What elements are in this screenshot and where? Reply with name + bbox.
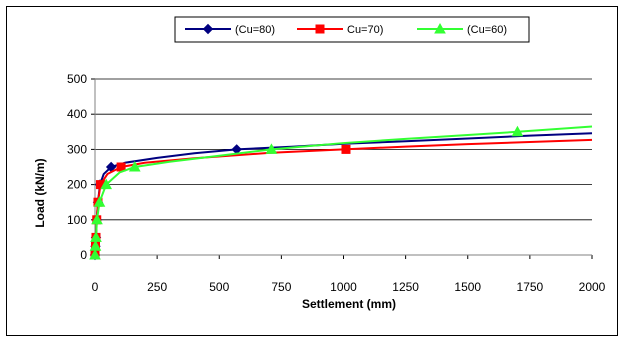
legend-label: (Cu=60) [467,24,507,36]
data-point [91,213,103,225]
data-point [341,144,351,154]
legend-label: Cu=70) [347,24,383,36]
legend-marker [434,22,446,34]
x-tick-label: 1250 [392,280,419,294]
y-tick-label: 500 [67,72,87,86]
data-point [89,240,102,251]
x-tick-label: 250 [147,280,167,294]
x-tick-label: 1000 [330,280,357,294]
series-2 [89,125,593,260]
data-point [90,231,102,242]
legend-label: (Cu=80) [235,24,275,36]
x-tick-label: 0 [92,280,99,294]
tick-labels: 0 100 200 300 400 500 0 250 500 750 1000 1250 1500 17… [67,72,606,294]
x-tick-label: 500 [209,280,229,294]
series-0 [89,132,593,261]
series-1 [90,138,593,260]
x-tick-label: 1500 [454,280,481,294]
data-point [265,143,278,154]
legend-marker [315,24,325,34]
data-point [100,178,113,190]
chart-canvas: (Cu=80) Cu=70) (Cu=60) 0 100 200 300 400 500 0 25… [33,16,606,311]
data-point [93,196,106,207]
y-axis-title: Load (kN/m) [33,158,47,227]
legend-marker [202,23,214,35]
x-tick-label: 2000 [579,280,606,294]
data-point [89,248,101,260]
axes [91,78,593,259]
y-tick-label: 200 [67,178,87,192]
chart-frame: (Cu=80) Cu=70) (Cu=60) 0 100 200 300 400 500 0 25… [6,6,618,336]
legend-box [174,16,530,43]
series-line [94,125,593,256]
y-tick-label: 0 [80,248,87,262]
y-tick-label: 300 [67,142,87,156]
x-tick-label: 750 [271,280,291,294]
x-tick-label: 1750 [517,280,544,294]
data-point [128,160,141,172]
series-layer [89,125,593,261]
legend: (Cu=80) Cu=70) (Cu=60) [185,22,507,36]
y-tick-label: 400 [67,107,87,121]
x-axis-title: Settlement (mm) [302,297,396,311]
y-tick-label: 100 [67,213,87,227]
data-point [511,125,524,137]
